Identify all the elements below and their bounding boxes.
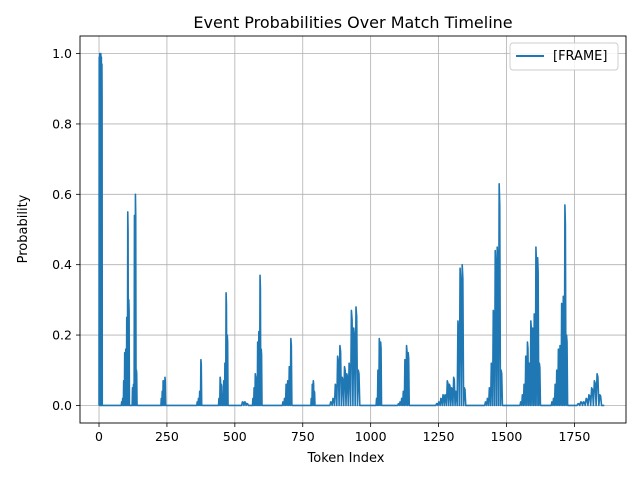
x-tick-label: 0 bbox=[95, 429, 103, 444]
ticks: 0 250 500 750 1000 1250 1500 1750 0.0 0.2 0.4 0.6 0.… bbox=[52, 46, 590, 444]
y-tick-label: 0.0 bbox=[52, 398, 72, 413]
x-tick-label: 1750 bbox=[558, 429, 590, 444]
legend-box bbox=[509, 42, 619, 71]
legend: [FRAME] bbox=[509, 42, 619, 71]
y-axis-label: Probability bbox=[16, 194, 31, 263]
x-tick-label: 1250 bbox=[423, 429, 455, 444]
x-axis-label: Token Index bbox=[307, 451, 385, 466]
y-tick-label: 1.0 bbox=[52, 46, 72, 61]
y-tick-label: 0.2 bbox=[52, 328, 72, 343]
y-tick-label: 0.8 bbox=[52, 116, 72, 131]
series-layer bbox=[98, 52, 605, 407]
legend-label-frame: [FRAME] bbox=[553, 49, 607, 64]
plot-frame bbox=[79, 35, 627, 424]
x-tick-label: 250 bbox=[155, 429, 179, 444]
series-line-frame bbox=[98, 52, 605, 407]
x-tick-label: 750 bbox=[291, 429, 315, 444]
chart-title: Event Probabilities Over Match Timeline bbox=[193, 13, 512, 32]
x-tick-label: 1000 bbox=[355, 429, 387, 444]
x-tick-label: 500 bbox=[223, 429, 247, 444]
y-tick-label: 0.6 bbox=[52, 187, 72, 202]
y-tick-label: 0.4 bbox=[52, 257, 72, 272]
x-tick-label: 1500 bbox=[491, 429, 523, 444]
